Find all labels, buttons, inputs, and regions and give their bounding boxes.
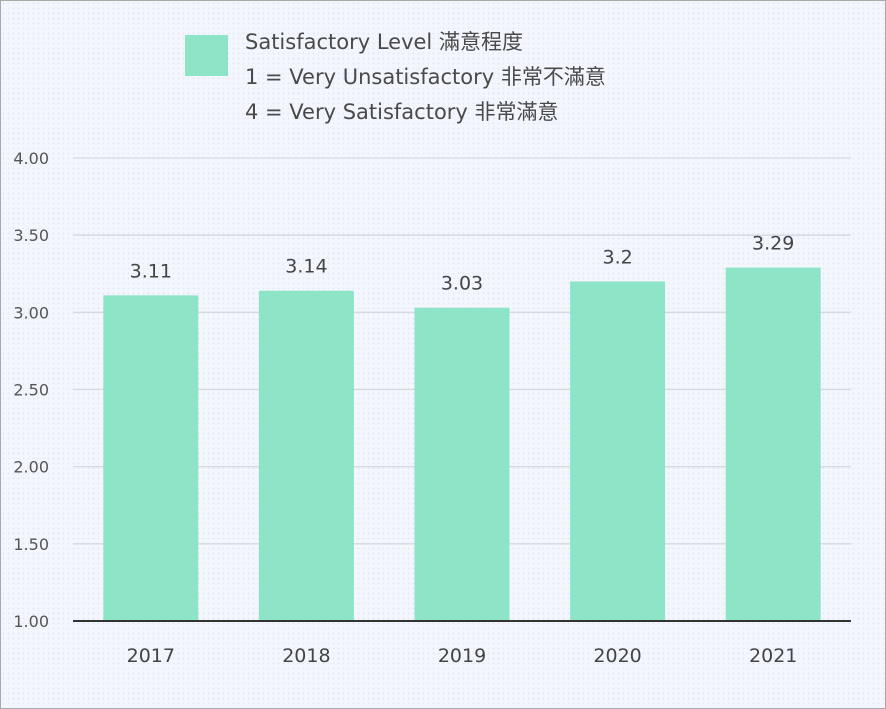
bar-2020 <box>570 281 666 621</box>
x-tick-label: 2018 <box>282 645 330 667</box>
bar-2017 <box>103 295 199 621</box>
data-label: 3.14 <box>285 256 327 278</box>
bar-2018 <box>258 290 354 621</box>
data-label: 3.29 <box>752 233 794 255</box>
legend-text: Satisfactory Level 滿意程度 1 = Very Unsatis… <box>245 25 705 130</box>
y-tick-label: 3.00 <box>13 303 49 322</box>
x-tick-label: 2021 <box>749 645 797 667</box>
legend-scale-max-note: 4 = Very Satisfactory 非常滿意 <box>245 100 559 124</box>
y-tick-label: 2.00 <box>13 458 49 477</box>
y-tick-label: 4.00 <box>13 149 49 168</box>
x-tick-label: 2019 <box>438 645 486 667</box>
legend-scale-min-note: 1 = Very Unsatisfactory 非常不滿意 <box>245 65 606 89</box>
data-label: 3.11 <box>130 260 172 282</box>
data-label: 3.03 <box>441 273 483 295</box>
x-tick-label: 2017 <box>127 645 175 667</box>
y-tick-label: 1.00 <box>13 612 49 631</box>
y-tick-label: 2.50 <box>13 381 49 400</box>
x-tick-label: 2020 <box>593 645 641 667</box>
y-tick-label: 3.50 <box>13 226 49 245</box>
bar-2021 <box>725 267 821 621</box>
legend-swatch <box>185 35 228 76</box>
bar-2019 <box>414 307 510 621</box>
legend-series-name: Satisfactory Level 滿意程度 <box>245 30 523 54</box>
data-label: 3.2 <box>602 246 632 268</box>
y-tick-label: 1.50 <box>13 535 49 554</box>
